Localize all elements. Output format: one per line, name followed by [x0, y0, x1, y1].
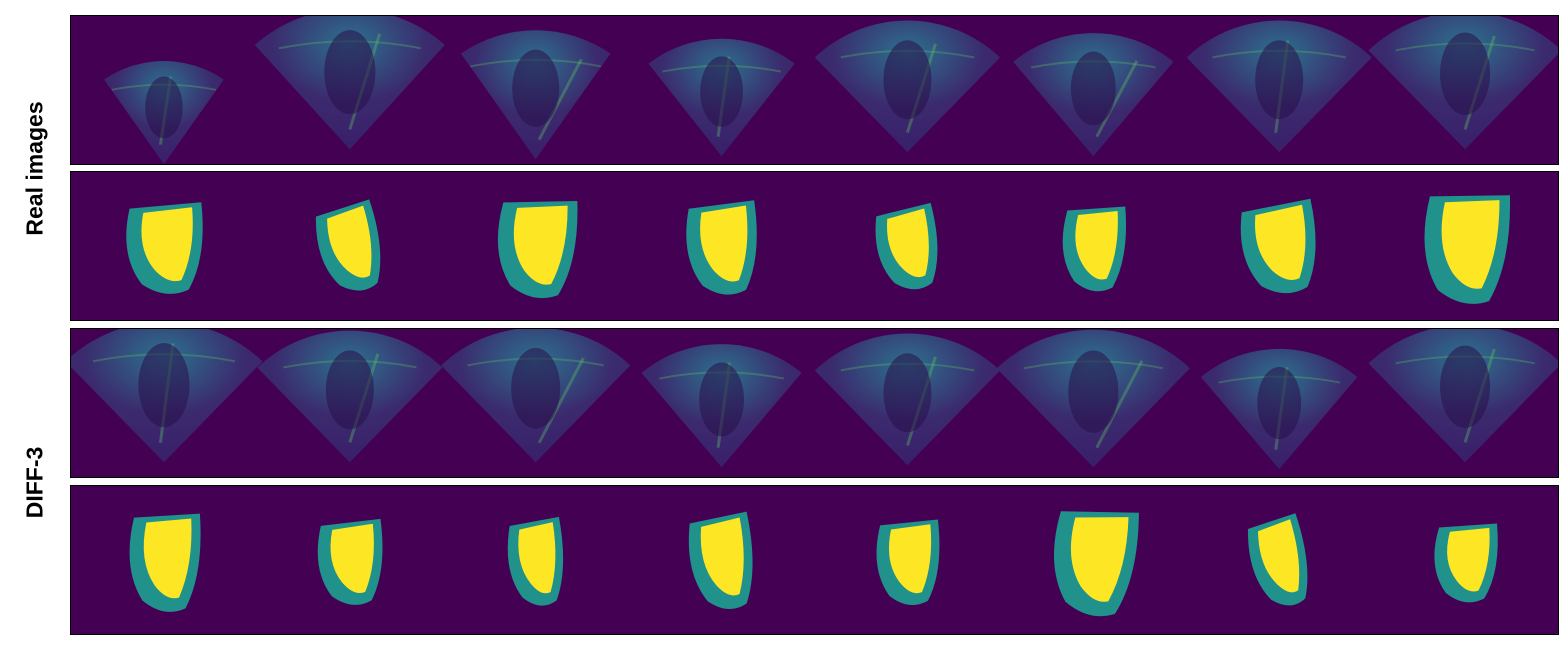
real-mask-tile-3: [497, 201, 578, 299]
diff3-ultrasound-tile-5: [814, 333, 1000, 466]
real-mask-tile-1: [126, 202, 203, 294]
real-mask-tile-7: [1240, 198, 1316, 294]
real-mask-tile-5: [875, 202, 938, 290]
real-ultrasound-tile-3: [460, 30, 611, 160]
real-ultrasound-tile-4: [648, 38, 795, 157]
diff3-ultrasound-tile-3: [441, 329, 631, 463]
label-diff3: DIFF-3: [0, 328, 70, 636]
diff3-mask-tile-6: [1054, 511, 1139, 617]
diff3-ultrasound-svg: [71, 329, 1558, 470]
real-ultrasound-panel: [70, 15, 1559, 165]
real-mask-panel: [70, 171, 1559, 321]
diff3-mask-tile-8: [1434, 523, 1498, 603]
real-ultrasound-tile-7: [1186, 20, 1372, 153]
label-diff3-text: DIFF-3: [21, 446, 48, 518]
diff3-mask-svg: [129, 511, 1498, 617]
diff3-mask-tile-4: [688, 511, 753, 609]
diff3-mask-tile-1: [129, 513, 201, 612]
label-real-images-text: Real images: [21, 100, 48, 236]
diff3-mask-tile-7: [1247, 513, 1308, 606]
diff3-ultrasound-tile-8: [1368, 329, 1558, 463]
real-mask-tile-4: [686, 200, 757, 295]
diff3-mask-panel: [70, 485, 1559, 635]
real-ultrasound-tile-6: [1013, 33, 1174, 157]
real-ultrasound-tile-1: [104, 60, 224, 164]
real-mask-tile-2: [315, 199, 381, 291]
diff3-ultrasound-panel: [70, 328, 1559, 478]
diff3-ultrasound-tile-2: [257, 330, 443, 463]
diff3-mask-tile-5: [876, 519, 940, 605]
real-ultrasound-tile-5: [814, 20, 1000, 153]
diff3-mask-tile-3: [507, 516, 564, 606]
real-ultrasound-svg: [104, 16, 1558, 164]
diff3-ultrasound-tile-6: [996, 329, 1190, 468]
diff3-mask-tile-2: [317, 518, 383, 605]
real-ultrasound-tile-8: [1368, 16, 1558, 150]
real-ultrasound-tile-2: [254, 16, 445, 150]
real-mask-tile-6: [1062, 206, 1127, 292]
diff3-ultrasound-tile-7: [1201, 348, 1358, 470]
real-mask-svg: [126, 195, 1511, 304]
diff3-ultrasound-tile-1: [71, 329, 263, 463]
label-real-images: Real images: [0, 14, 70, 322]
diff3-ultrasound-tile-4: [641, 344, 802, 468]
real-mask-tile-8: [1424, 195, 1511, 304]
